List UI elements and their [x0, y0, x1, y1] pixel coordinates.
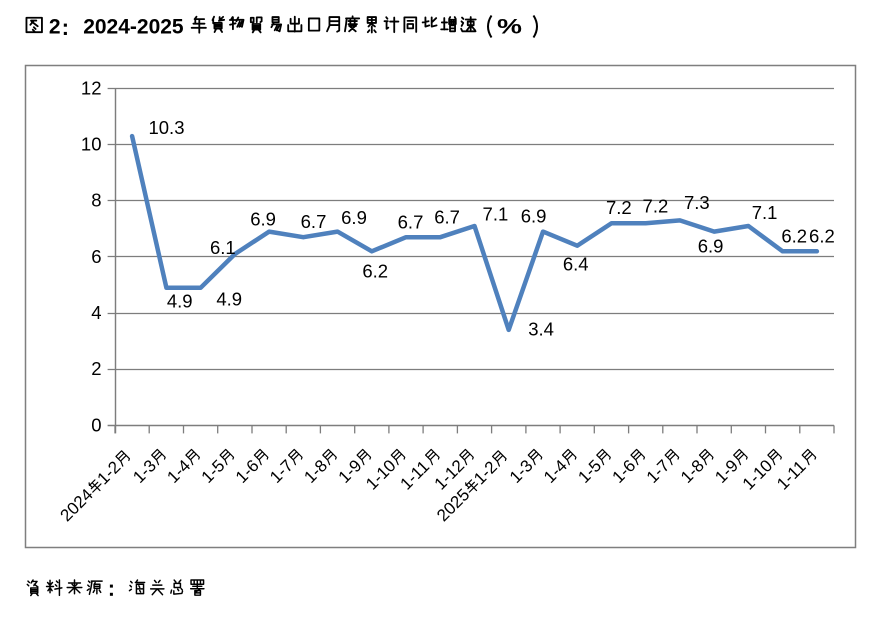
svg-text:6.1: 6.1	[210, 237, 236, 258]
svg-text:6.2: 6.2	[362, 260, 388, 281]
svg-text:7.1: 7.1	[483, 203, 509, 224]
svg-text:3.4: 3.4	[528, 319, 554, 340]
svg-text:7.2: 7.2	[606, 197, 632, 218]
svg-text:8: 8	[91, 190, 101, 211]
svg-text:6: 6	[91, 246, 101, 267]
svg-text:7.3: 7.3	[684, 192, 710, 213]
svg-text:6.9: 6.9	[521, 206, 547, 227]
svg-text:%: %	[497, 16, 522, 39]
svg-text:6.9: 6.9	[698, 236, 724, 257]
svg-text:7.2: 7.2	[643, 195, 669, 216]
svg-text:4.9: 4.9	[167, 291, 193, 312]
svg-text:6.2: 6.2	[781, 225, 807, 246]
svg-text:6.7: 6.7	[398, 212, 424, 233]
svg-text:6.7: 6.7	[301, 211, 327, 232]
svg-text:2: 2	[49, 16, 61, 39]
svg-text:6.9: 6.9	[341, 207, 367, 228]
svg-text:6.9: 6.9	[250, 209, 276, 230]
svg-text:6.7: 6.7	[434, 207, 460, 228]
svg-text:10: 10	[81, 134, 102, 155]
svg-text:10.3: 10.3	[148, 117, 184, 138]
svg-text:12: 12	[81, 77, 102, 98]
svg-text:4: 4	[91, 302, 101, 323]
svg-text:2: 2	[91, 358, 101, 379]
svg-text:4.9: 4.9	[216, 289, 242, 310]
svg-text:6.4: 6.4	[563, 254, 589, 275]
svg-text:7.1: 7.1	[752, 202, 778, 223]
svg-text:2024-2025: 2024-2025	[83, 16, 184, 39]
svg-text:6.2: 6.2	[809, 225, 835, 246]
svg-text:0: 0	[91, 414, 101, 435]
